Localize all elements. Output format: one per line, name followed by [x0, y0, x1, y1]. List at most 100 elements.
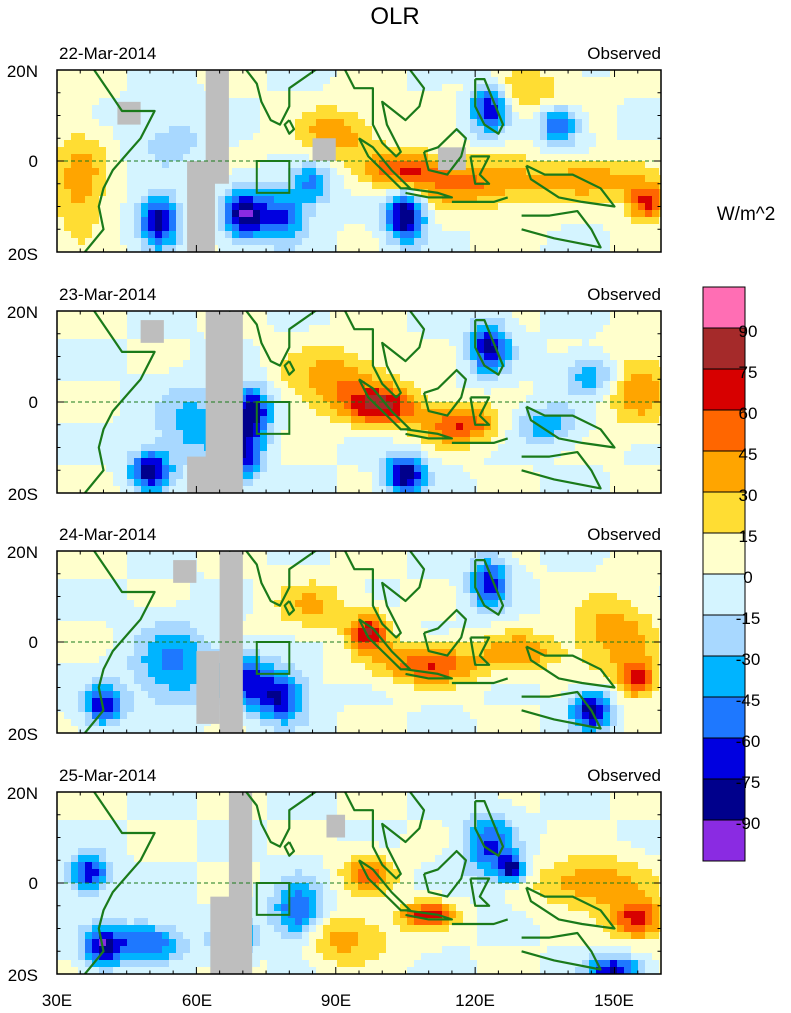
olr-cell	[435, 551, 443, 559]
olr-cell	[491, 409, 499, 417]
olr-cell	[456, 231, 464, 239]
olr-cell	[491, 395, 499, 403]
olr-cell	[344, 147, 352, 155]
olr-cell	[638, 444, 646, 452]
olr-cell	[435, 486, 443, 493]
olr-cell	[323, 311, 331, 319]
olr-cell	[582, 451, 590, 459]
olr-cell	[344, 175, 352, 183]
olr-cell	[64, 112, 72, 120]
olr-cell	[267, 311, 275, 319]
olr-cell	[407, 210, 415, 218]
olr-cell	[358, 416, 366, 424]
olr-cell	[274, 395, 282, 403]
olr-cell	[421, 472, 429, 480]
olr-cell	[456, 437, 464, 445]
olr-cell	[589, 472, 597, 480]
olr-cell	[141, 402, 149, 410]
olr-cell	[386, 91, 394, 99]
olr-cell	[372, 105, 380, 113]
olr-cell	[638, 98, 646, 106]
olr-cell	[323, 551, 331, 559]
olr-cell	[456, 444, 464, 452]
olr-cell	[288, 84, 296, 92]
olr-cell	[512, 91, 520, 99]
olr-cell	[617, 91, 625, 99]
olr-cell	[519, 367, 527, 375]
olr-cell	[302, 423, 310, 431]
olr-cell	[99, 311, 107, 319]
olr-cell	[365, 147, 373, 155]
olr-cell	[435, 196, 443, 204]
olr-cell	[449, 112, 457, 120]
olr-cell	[162, 238, 170, 246]
olr-cell	[568, 70, 576, 78]
olr-cell	[155, 147, 163, 155]
olr-cell	[400, 437, 408, 445]
olr-cell	[372, 133, 380, 141]
olr-cell	[400, 98, 408, 106]
olr-cell	[337, 126, 345, 134]
olr-cell	[631, 112, 639, 120]
olr-cell	[498, 154, 506, 162]
olr-cell	[617, 551, 625, 559]
olr-cell	[421, 140, 429, 148]
olr-cell	[358, 332, 366, 340]
olr-cell	[540, 367, 548, 375]
olr-cell	[330, 565, 338, 573]
olr-cell	[449, 451, 457, 459]
olr-cell	[232, 126, 240, 134]
olr-cell	[232, 196, 240, 204]
olr-cell	[554, 444, 562, 452]
olr-cell	[463, 458, 471, 466]
olr-cell	[659, 91, 661, 99]
olr-cell	[274, 325, 282, 333]
olr-cell	[547, 388, 555, 396]
olr-cell	[351, 133, 359, 141]
olr-cell	[323, 231, 331, 239]
olr-cell	[638, 231, 646, 239]
olr-cell	[253, 381, 261, 389]
olr-cell	[610, 196, 618, 204]
olr-cell	[78, 318, 86, 326]
olr-cell	[505, 465, 513, 473]
olr-cell	[484, 444, 492, 452]
olr-cell	[127, 210, 135, 218]
olr-cell	[652, 105, 660, 113]
olr-cell	[393, 332, 401, 340]
olr-cell	[533, 565, 541, 573]
olr-cell	[274, 458, 282, 466]
olr-cell	[64, 346, 72, 354]
olr-cell	[372, 203, 380, 211]
olr-cell	[316, 444, 324, 452]
olr-cell	[456, 182, 464, 190]
olr-cell	[491, 140, 499, 148]
olr-cell	[288, 98, 296, 106]
olr-cell	[575, 367, 583, 375]
olr-cell	[561, 409, 569, 417]
olr-cell	[64, 430, 72, 438]
olr-cell	[512, 486, 520, 493]
olr-cell	[183, 231, 191, 239]
olr-cell	[162, 558, 170, 566]
olr-cell	[435, 140, 443, 148]
olr-cell	[526, 430, 534, 438]
olr-cell	[162, 105, 170, 113]
olr-cell	[589, 154, 597, 162]
olr-cell	[358, 367, 366, 375]
olr-cell	[295, 430, 303, 438]
olr-cell	[617, 381, 625, 389]
olr-cell	[379, 91, 387, 99]
olr-cell	[400, 479, 408, 487]
olr-cell	[652, 210, 660, 218]
olr-cell	[218, 245, 226, 252]
olr-cell	[323, 402, 331, 410]
olr-cell	[575, 472, 583, 480]
olr-cell	[281, 416, 289, 424]
olr-cell	[428, 91, 436, 99]
coastline	[474, 77, 505, 135]
olr-cell	[540, 126, 548, 134]
olr-cell	[78, 367, 86, 375]
olr-cell	[596, 451, 604, 459]
olr-cell	[400, 409, 408, 417]
